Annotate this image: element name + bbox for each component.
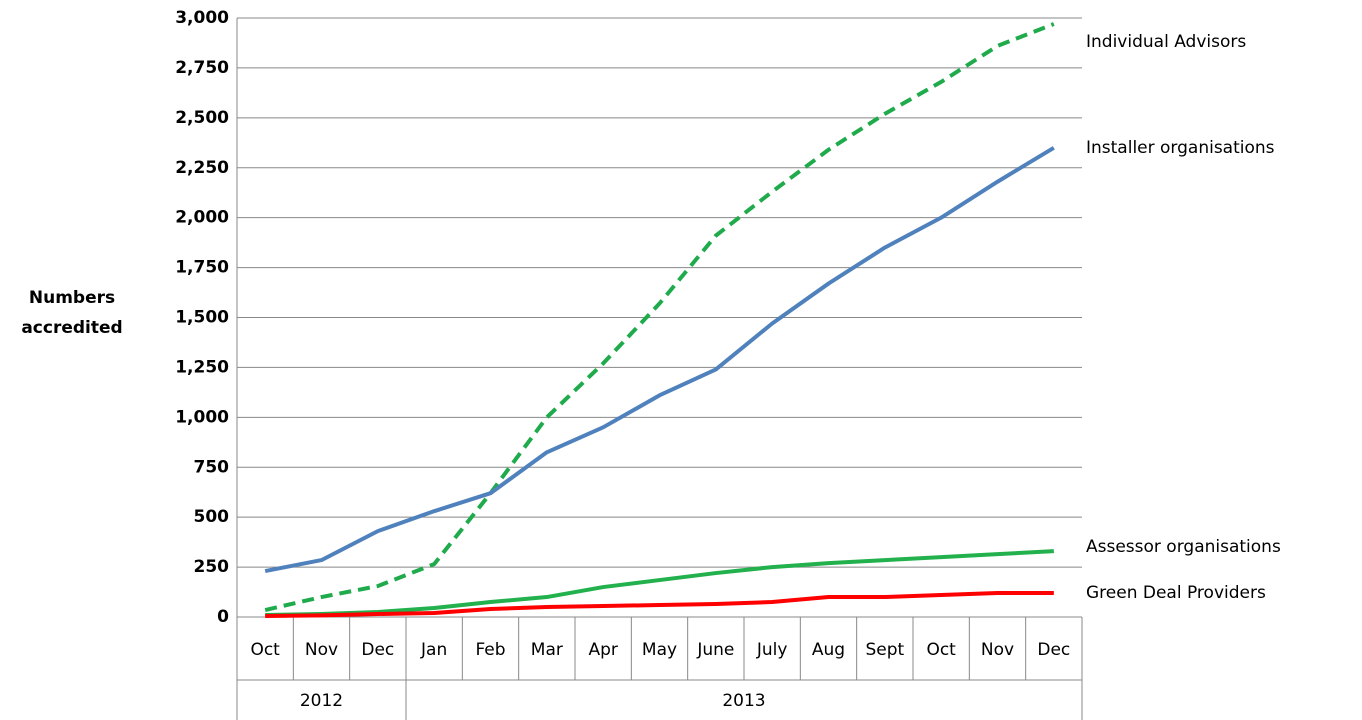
series-line	[265, 591, 1054, 619]
y-tick-label: 3,000	[175, 8, 229, 28]
x-tick-label: Mar	[531, 640, 563, 660]
x-tick-label: Aug	[812, 640, 845, 660]
y-tick-label: 2,500	[175, 108, 229, 128]
series-line	[264, 22, 1055, 612]
y-tick-label: 2,000	[175, 208, 229, 228]
x-tick-label: Sept	[865, 640, 904, 660]
y-tick-label: 1,000	[175, 407, 229, 427]
y-tick-label: 0	[217, 607, 229, 627]
x-tick-label: Feb	[475, 640, 505, 660]
y-tick-label: 250	[194, 557, 230, 577]
x-tick-label: Oct	[250, 640, 280, 660]
y-tick-label: 750	[194, 457, 230, 477]
x-tick-label: Oct	[926, 640, 956, 660]
y-tick-label: 1,500	[175, 308, 229, 328]
x-tick-label: May	[642, 640, 677, 660]
x-tick-label: Nov	[981, 640, 1014, 660]
y-axis-label: accredited	[21, 318, 122, 338]
x-tick-label: June	[696, 640, 734, 660]
group-label: 2013	[722, 691, 765, 711]
x-tick-label: Nov	[305, 640, 338, 660]
y-tick-label: 1,750	[175, 258, 229, 278]
series-line	[265, 549, 1054, 618]
series-label: Green Deal Providers	[1086, 583, 1266, 603]
x-tick-label: Dec	[361, 640, 394, 660]
x-tick-label: Dec	[1037, 640, 1070, 660]
series-label: Assessor organisations	[1086, 537, 1281, 557]
y-axis-label: Numbers	[29, 288, 115, 308]
series-line	[264, 146, 1055, 574]
x-tick-label: Apr	[588, 640, 617, 660]
x-tick-label: July	[756, 640, 788, 660]
y-tick-label: 2,750	[175, 58, 229, 78]
y-tick-label: 2,250	[175, 158, 229, 178]
series-label: Installer organisations	[1086, 138, 1275, 158]
x-tick-label: Jan	[420, 640, 447, 660]
group-label: 2012	[300, 691, 343, 711]
y-tick-label: 500	[194, 507, 230, 527]
series-label: Individual Advisors	[1086, 32, 1246, 52]
y-tick-label: 1,250	[175, 357, 229, 377]
